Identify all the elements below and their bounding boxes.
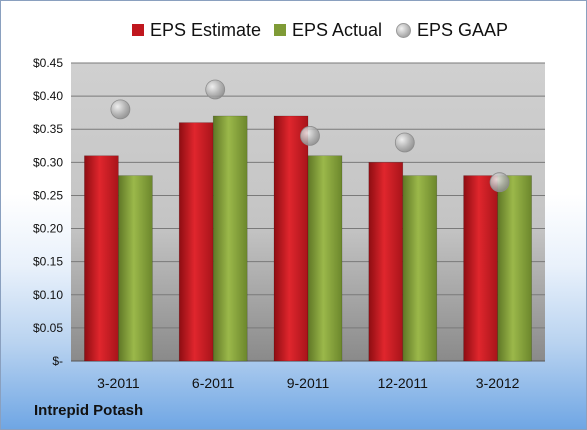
x-tick-label: 9-2011 xyxy=(287,375,330,391)
x-axis-labels: 3-2011 6-2011 9-2011 12-2011 3-2012 xyxy=(97,375,519,391)
y-tick-label: $0.30 xyxy=(33,155,63,169)
legend-swatch-estimate xyxy=(132,24,144,36)
legend-marker-gaap xyxy=(396,22,411,38)
legend-swatch-actual xyxy=(274,24,286,36)
y-tick-label: $- xyxy=(52,354,63,368)
y-tick-label: $0.05 xyxy=(33,321,63,335)
legend-label-gaap: EPS GAAP xyxy=(417,19,509,40)
bar-actual xyxy=(212,115,248,362)
legend-item-estimate: EPS Estimate xyxy=(132,15,261,45)
y-tick-label: $0.20 xyxy=(33,222,63,236)
bar-actual xyxy=(118,175,153,362)
y-tick-label: $0.25 xyxy=(33,188,63,202)
bars-group xyxy=(84,115,532,362)
y-tick-label: $0.15 xyxy=(33,255,63,269)
gaap-marker xyxy=(205,79,226,100)
gaap-markers-group xyxy=(110,79,510,193)
bar-actual xyxy=(402,175,438,362)
legend-label-actual: EPS Actual xyxy=(292,19,383,40)
legend-label-estimate: EPS Estimate xyxy=(150,19,262,40)
gaap-marker xyxy=(110,99,131,120)
bar-estimate xyxy=(463,175,498,362)
gaap-marker xyxy=(489,172,510,193)
x-tick-label: 6-2011 xyxy=(192,375,235,391)
legend-item-actual: EPS Actual xyxy=(274,15,382,45)
company-name: Intrepid Potash xyxy=(34,402,144,419)
bar-actual xyxy=(307,155,343,362)
y-tick-label: $0.10 xyxy=(33,288,63,302)
bar-estimate xyxy=(368,162,404,362)
y-axis-labels: $- $0.05 $0.10 $0.15 $0.20 $0.25 $0.30 $0.35 $0.… xyxy=(33,56,63,368)
bar-estimate xyxy=(84,155,119,362)
x-tick-label: 3-2012 xyxy=(476,375,520,391)
bar-estimate xyxy=(178,122,214,362)
bar-actual xyxy=(497,175,532,362)
bar-estimate xyxy=(273,115,309,362)
y-tick-label: $0.40 xyxy=(33,89,63,103)
y-tick-label: $0.35 xyxy=(33,122,63,136)
gaap-marker xyxy=(394,132,415,153)
x-tick-label: 3-2011 xyxy=(97,375,140,391)
x-tick-label: 12-2011 xyxy=(378,375,429,391)
y-tick-label: $0.45 xyxy=(33,56,63,70)
gaap-marker xyxy=(300,125,320,146)
chart-legend: EPS Estimate EPS Actual EPS GAAP xyxy=(1,15,586,45)
legend-item-gaap: EPS GAAP xyxy=(396,15,508,45)
